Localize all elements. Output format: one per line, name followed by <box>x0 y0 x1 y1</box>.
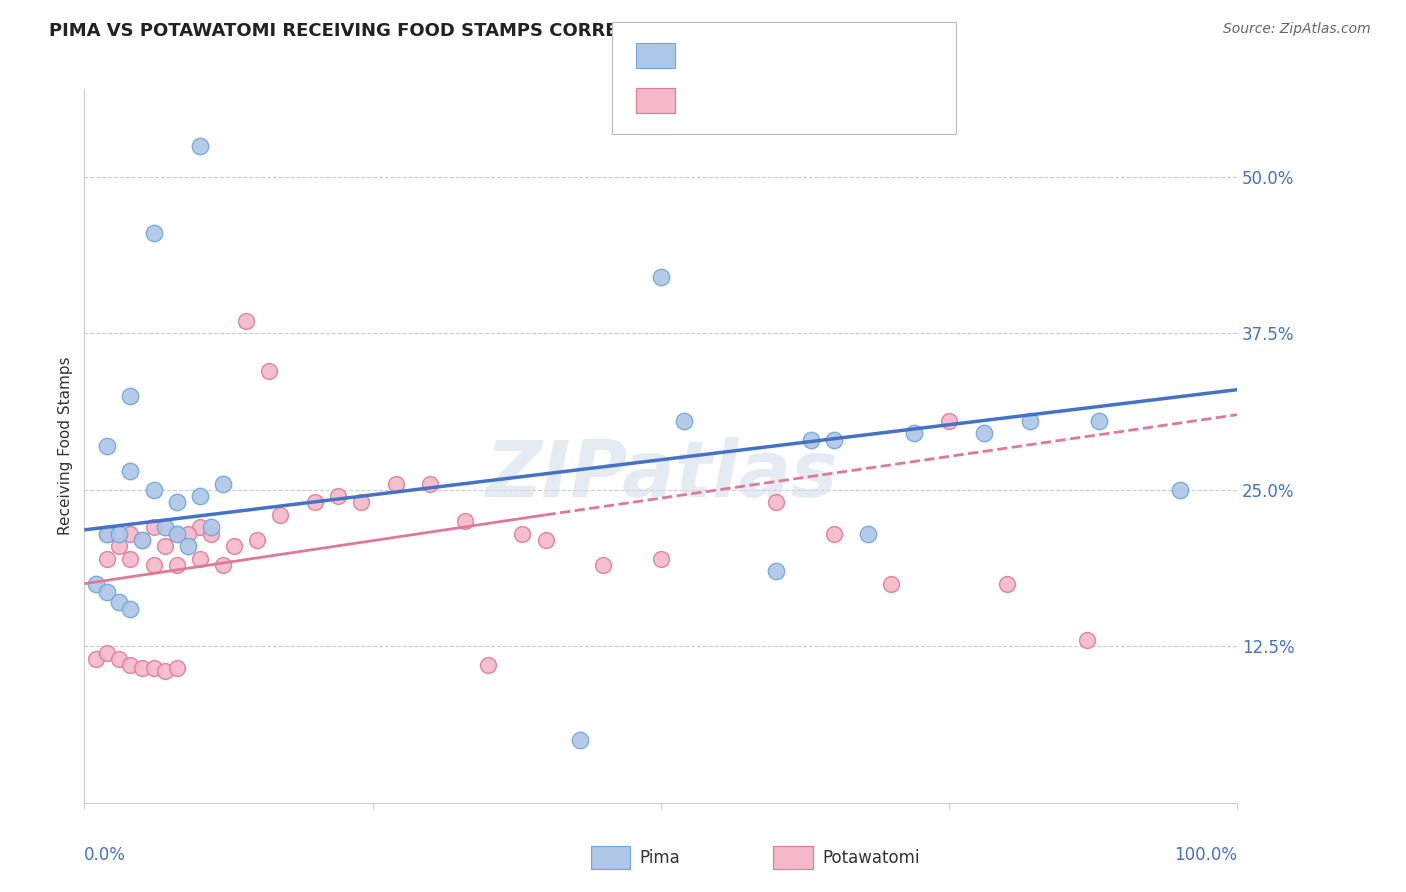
Point <box>235 314 257 328</box>
Point <box>188 520 211 534</box>
Text: 32: 32 <box>820 46 841 64</box>
Point <box>200 520 222 534</box>
Point <box>108 595 131 609</box>
Point <box>257 364 280 378</box>
Text: Pima: Pima <box>640 849 681 867</box>
Text: 0.0%: 0.0% <box>84 846 127 863</box>
Point <box>142 660 165 674</box>
Text: N =: N = <box>773 46 821 64</box>
Point <box>120 389 142 403</box>
Point <box>224 539 246 553</box>
Point <box>512 526 534 541</box>
Text: 0.188: 0.188 <box>725 92 773 110</box>
Point <box>1076 633 1098 648</box>
Point <box>188 489 211 503</box>
Text: R =: R = <box>686 92 723 110</box>
Point <box>246 533 269 547</box>
Point <box>166 660 188 674</box>
Point <box>903 426 925 441</box>
Point <box>350 495 373 509</box>
Point <box>108 652 131 666</box>
Point <box>765 564 787 578</box>
Point <box>823 433 845 447</box>
Point <box>534 533 557 547</box>
Point <box>96 646 118 660</box>
Point <box>131 533 153 547</box>
Point <box>166 526 188 541</box>
Point <box>96 439 118 453</box>
Text: 0.335: 0.335 <box>725 46 773 64</box>
Point <box>120 464 142 478</box>
Point <box>153 520 176 534</box>
Point <box>973 426 995 441</box>
Point <box>200 526 222 541</box>
Text: N =: N = <box>773 92 821 110</box>
Point <box>188 138 211 153</box>
Point <box>108 539 131 553</box>
Point <box>269 508 291 522</box>
Point <box>96 526 118 541</box>
Text: ZIPatlas: ZIPatlas <box>485 436 837 513</box>
Point <box>477 658 499 673</box>
Point <box>592 558 614 572</box>
Point <box>142 226 165 240</box>
Point <box>142 558 165 572</box>
Point <box>995 576 1018 591</box>
Text: PIMA VS POTAWATOMI RECEIVING FOOD STAMPS CORRELATION CHART: PIMA VS POTAWATOMI RECEIVING FOOD STAMPS… <box>49 22 765 40</box>
Text: Source: ZipAtlas.com: Source: ZipAtlas.com <box>1223 22 1371 37</box>
Y-axis label: Receiving Food Stamps: Receiving Food Stamps <box>58 357 73 535</box>
Point <box>765 495 787 509</box>
Point <box>569 733 592 747</box>
Point <box>938 414 960 428</box>
Point <box>650 270 672 285</box>
Point <box>211 476 233 491</box>
Text: Potawatomi: Potawatomi <box>823 849 920 867</box>
Point <box>672 414 695 428</box>
Point <box>419 476 441 491</box>
Point <box>84 576 107 591</box>
Point <box>1168 483 1191 497</box>
Point <box>1018 414 1040 428</box>
Point <box>211 558 233 572</box>
Point <box>131 660 153 674</box>
Point <box>650 551 672 566</box>
Point <box>166 558 188 572</box>
Point <box>880 576 903 591</box>
Point <box>177 539 200 553</box>
Text: 100.0%: 100.0% <box>1174 846 1237 863</box>
Point <box>120 658 142 673</box>
Point <box>84 652 107 666</box>
Point <box>166 526 188 541</box>
Point <box>153 665 176 679</box>
Point <box>188 551 211 566</box>
Point <box>142 520 165 534</box>
Point <box>108 526 131 541</box>
Text: 49: 49 <box>820 92 841 110</box>
Point <box>1088 414 1111 428</box>
Point <box>304 495 326 509</box>
Point <box>96 526 118 541</box>
Point <box>96 551 118 566</box>
Point <box>326 489 349 503</box>
Point <box>454 514 477 528</box>
Point <box>800 433 823 447</box>
Point <box>384 476 406 491</box>
Point <box>131 533 153 547</box>
Point <box>120 551 142 566</box>
Point <box>142 483 165 497</box>
Text: R =: R = <box>686 46 723 64</box>
Point <box>120 601 142 615</box>
Point <box>96 585 118 599</box>
Point <box>823 526 845 541</box>
Point <box>166 495 188 509</box>
Point <box>177 526 200 541</box>
Point <box>153 539 176 553</box>
Point <box>858 526 880 541</box>
Point <box>120 526 142 541</box>
